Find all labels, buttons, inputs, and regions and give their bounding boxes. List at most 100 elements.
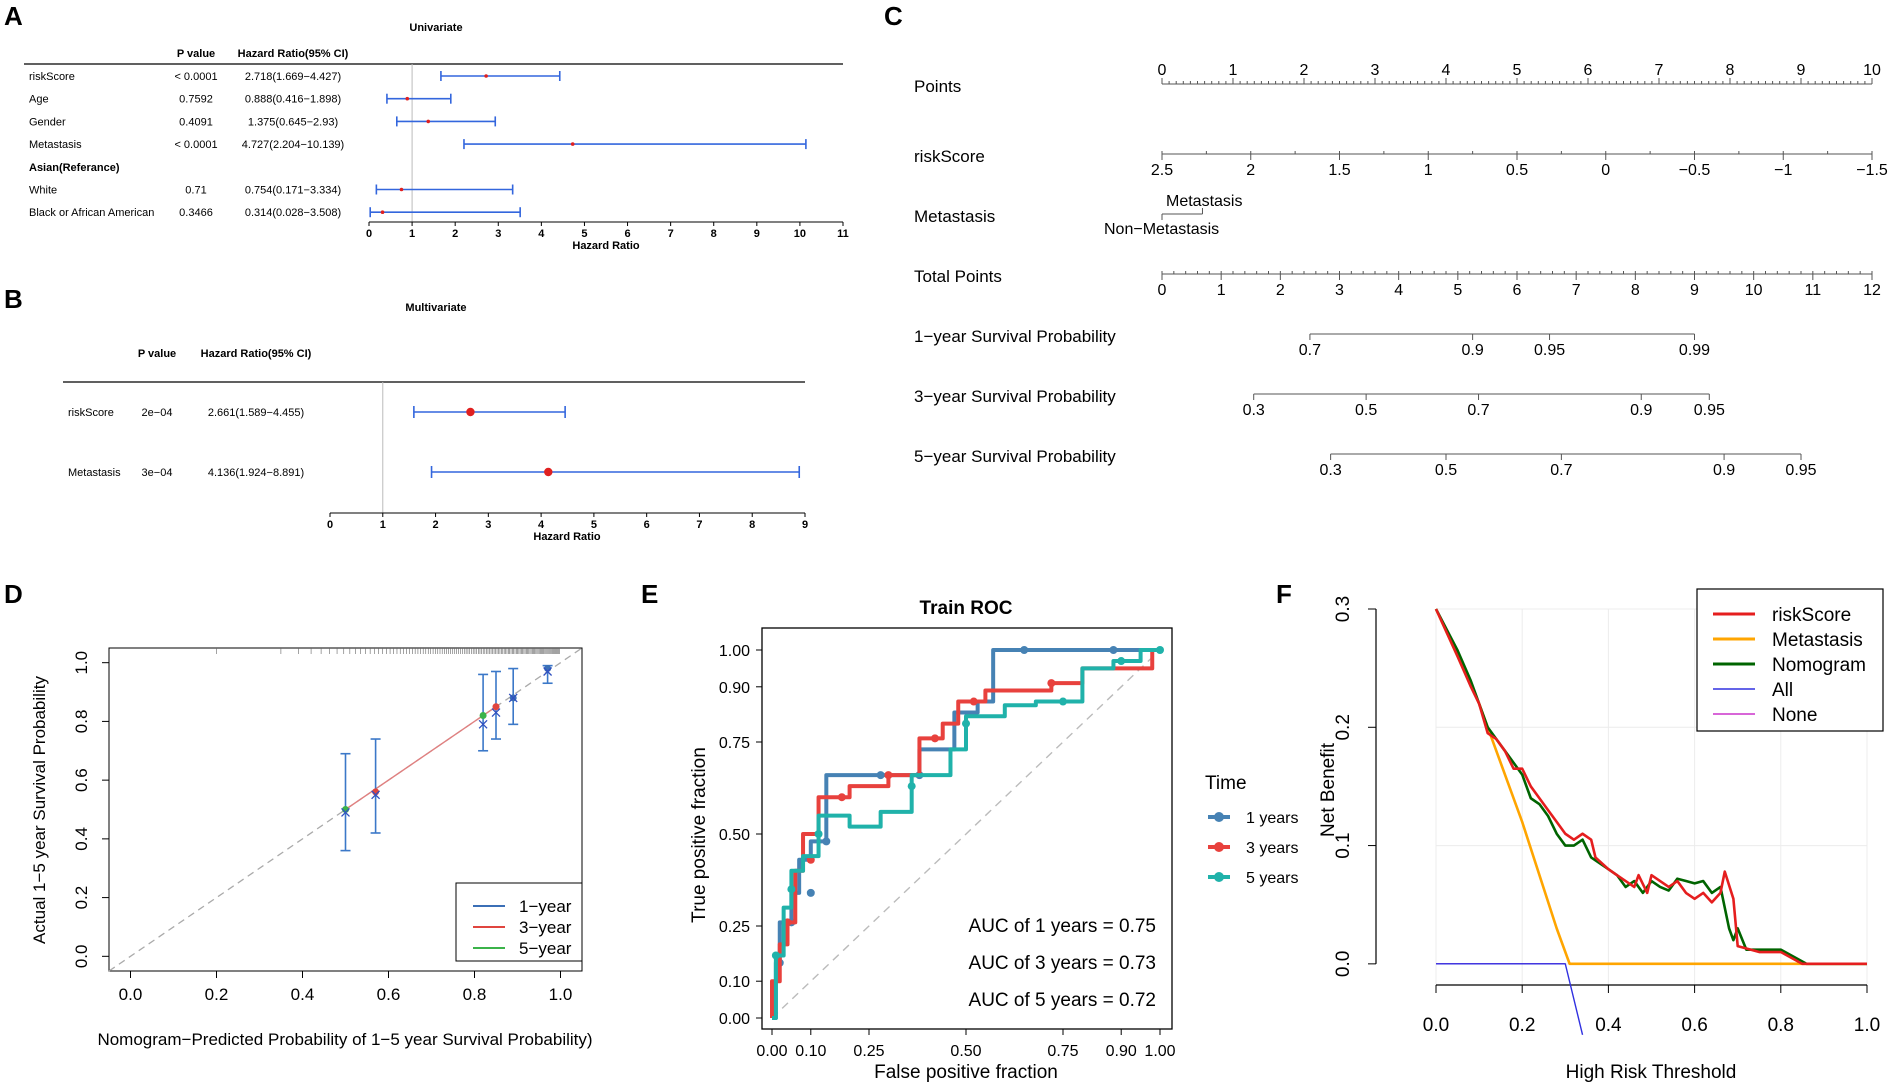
- y-tick-label: 0.50: [719, 827, 750, 844]
- dca-curve-all: [1436, 963, 1584, 1035]
- x-tick-label: 7: [668, 228, 674, 240]
- nomogram-tick-label: 0.5: [1355, 402, 1377, 419]
- row-label: riskScore: [29, 71, 75, 83]
- y-tick-label: 0.8: [72, 710, 91, 734]
- roc-marker: [1047, 679, 1056, 688]
- row-label: Black or African American: [29, 207, 154, 219]
- hr-point: [380, 210, 385, 214]
- roc-marker: [771, 951, 780, 960]
- fitted-line: [345, 706, 497, 811]
- calibration-point: [479, 712, 487, 720]
- x-tick-label: 0.25: [853, 1043, 884, 1060]
- x-tick-label: 0.90: [1106, 1043, 1137, 1060]
- x-tick-label: 0.6: [1681, 1015, 1707, 1036]
- y-tick-label: 1.0: [72, 651, 91, 675]
- nomogram-tick-label: 11: [1805, 282, 1822, 299]
- nomogram-tick-label: 4: [1394, 282, 1403, 299]
- x-tick-label: 0.10: [795, 1043, 826, 1060]
- row-hr-text: 0.314(0.028−3.508): [245, 207, 341, 219]
- roc-marker: [806, 888, 815, 897]
- nomogram-tick-label: 0.9: [1713, 462, 1735, 479]
- nomogram-tick-label: 1: [1424, 162, 1433, 179]
- column-header-p: P value: [138, 348, 176, 360]
- hr-point: [544, 467, 553, 477]
- forest-title: Univariate: [409, 22, 462, 34]
- roc-marker: [962, 719, 970, 728]
- row-p-value: 0.4091: [179, 116, 213, 128]
- chance-diagonal: [771, 649, 1161, 1019]
- legend-label: Metastasis: [1772, 630, 1863, 651]
- x-tick-label: 1.00: [1144, 1043, 1175, 1060]
- legend-label: 1−year: [519, 897, 572, 916]
- y-tick-label: 0.25: [719, 919, 750, 936]
- nomogram-tick-label: −1.5: [1856, 162, 1888, 179]
- nomogram-tick-label: 8: [1726, 62, 1735, 79]
- y-tick-label: 1.00: [719, 643, 750, 660]
- y-tick-label: 0.00: [719, 1011, 750, 1028]
- nomogram-level-label: Metastasis: [1166, 193, 1242, 210]
- x-tick-label: 0.50: [950, 1043, 981, 1060]
- roc-marker: [787, 885, 796, 894]
- roc-marker: [969, 697, 978, 706]
- nomogram-tick-label: 12: [1863, 282, 1881, 299]
- calibration-plot: 0.0 0.2 0.4 0.6 0.8 1.0 0.0 0.2 0.4 0.6 0.8 1.0 Nomo…: [30, 647, 593, 1049]
- row-p-value: < 0.0001: [174, 71, 217, 83]
- row-hr-text: 1.375(0.645−2.93): [248, 116, 338, 128]
- forest-plot-multivariate: Multivariate P value Hazard Ratio(95% CI) r…: [63, 302, 808, 543]
- row-p-value: 0.3466: [179, 207, 213, 219]
- x-tick-label: 1: [409, 228, 415, 240]
- roc-marker: [1156, 646, 1164, 654]
- x-axis-label: Nomogram−Predicted Probability of 1−5 ye…: [97, 1030, 592, 1049]
- hr-point: [570, 142, 575, 146]
- nomogram-tick-label: 0.5: [1506, 162, 1528, 179]
- y-tick-label: 0.3: [1333, 596, 1354, 622]
- roc-marker: [837, 793, 846, 802]
- nomogram-tick-label: 4: [1442, 62, 1451, 79]
- cross-marker: [341, 807, 350, 817]
- roc-curve-5-years: [772, 648, 1160, 1020]
- legend-label: 3 years: [1246, 840, 1298, 857]
- x-tick-label: 11: [837, 228, 849, 240]
- y-tick-label: 0.4: [72, 827, 91, 851]
- y-tick-label: 0.10: [719, 974, 750, 991]
- x-tick-label: 10: [794, 228, 806, 240]
- column-header-p: P value: [177, 48, 215, 60]
- y-tick-label: 0.75: [719, 735, 750, 752]
- column-header-hr: Hazard Ratio(95% CI): [238, 48, 349, 60]
- nomogram-tick-label: 10: [1745, 282, 1763, 299]
- x-axis-label: Hazard Ratio: [533, 531, 601, 543]
- nomogram-tick-label: 0: [1601, 162, 1610, 179]
- plot-frame: [108, 647, 583, 972]
- nomogram-tick-label: 6: [1584, 62, 1593, 79]
- roc-marker: [1109, 646, 1118, 654]
- nomogram-tick-label: 7: [1655, 62, 1664, 79]
- nomogram-tick-label: 1: [1229, 62, 1238, 79]
- nomogram-tick-label: 0.5: [1435, 462, 1457, 479]
- legend-label: riskScore: [1772, 605, 1851, 626]
- nomogram-tick-label: 0.95: [1534, 342, 1565, 359]
- roc-marker: [814, 830, 823, 838]
- nomogram-tick-label: 0.7: [1467, 402, 1489, 419]
- nomogram-tick-label: 0.9: [1630, 402, 1652, 419]
- legend-marker: [1214, 872, 1224, 882]
- nomogram-tick-label: 0.99: [1679, 342, 1710, 359]
- x-tick-label: 5: [591, 519, 597, 531]
- plot-frame: [761, 627, 1173, 1030]
- nomogram-row-label: 1−year Survival Probability: [914, 327, 1116, 346]
- x-tick-label: 0.4: [291, 985, 315, 1004]
- auc-annotation: AUC of 1 years = 0.75: [969, 916, 1156, 937]
- row-label: riskScore: [68, 407, 114, 419]
- x-tick-label: 0.0: [1423, 1015, 1449, 1036]
- x-axis-label: Hazard Ratio: [572, 240, 640, 252]
- auc-annotation: AUC of 5 years = 0.72: [969, 990, 1156, 1011]
- cross-marker: [491, 708, 501, 718]
- nomogram-tick-label: 0.95: [1785, 462, 1816, 479]
- y-tick-label: 0.0: [1333, 951, 1354, 977]
- x-tick-label: 0: [366, 228, 372, 240]
- row-p-value: 0.7592: [179, 94, 213, 106]
- roc-marker: [1059, 697, 1067, 706]
- hr-point: [426, 119, 431, 124]
- nomogram-tick-label: 0.3: [1320, 462, 1342, 479]
- roc-marker: [1117, 657, 1126, 666]
